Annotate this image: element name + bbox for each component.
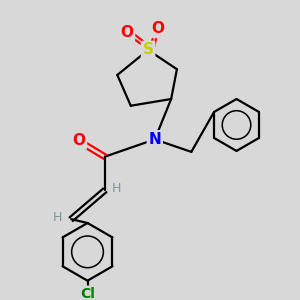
Text: O: O xyxy=(151,21,164,36)
Text: N: N xyxy=(148,132,161,147)
Text: S: S xyxy=(142,43,154,58)
Text: H: H xyxy=(53,211,62,224)
Text: O: O xyxy=(72,133,86,148)
Text: Cl: Cl xyxy=(80,287,95,300)
Text: H: H xyxy=(112,182,121,195)
Text: O: O xyxy=(120,25,134,40)
